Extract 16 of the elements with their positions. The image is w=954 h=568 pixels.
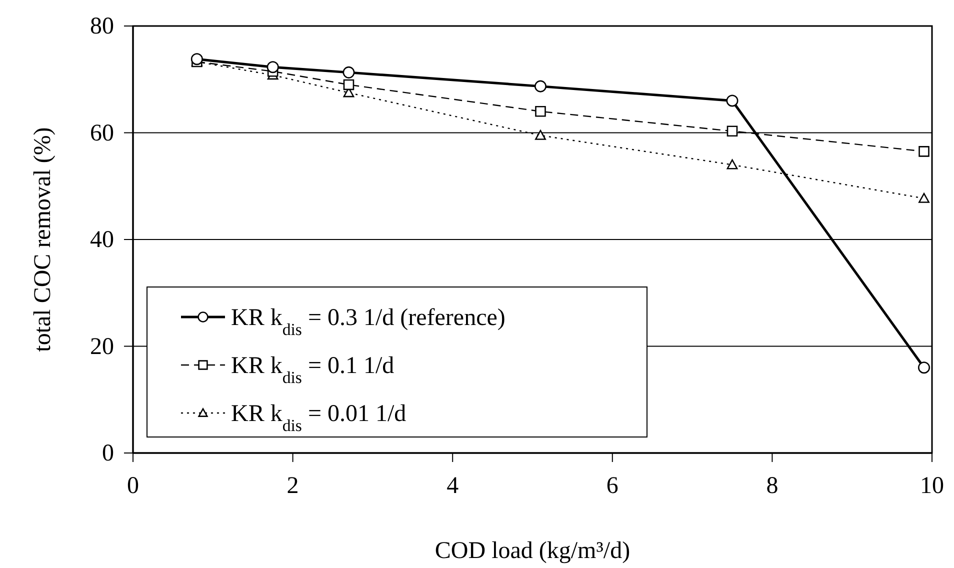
x-tick-label: 4 — [446, 473, 459, 500]
y-tick-label: 60 — [90, 120, 114, 146]
legend-label: KR k$_{dis}$ = 0.3 1/d (reference) — [231, 305, 506, 338]
x-tick-label: 8 — [766, 473, 778, 500]
x-axis-title: COD load (kg/m³/d) — [434, 538, 630, 564]
y-tick-label: 40 — [90, 227, 114, 254]
y-tick-label: 0 — [102, 440, 114, 467]
x-tick-label: 2 — [286, 473, 299, 500]
legend-label: KR k$_{dis}$ = 0.1 1/d — [231, 353, 394, 386]
y-tick-label: 20 — [90, 334, 114, 360]
x-tick-label: 0 — [127, 473, 139, 500]
x-tick-label: 10 — [920, 473, 944, 500]
x-tick-label: 6 — [606, 473, 618, 500]
legend-label: KR k$_{dis}$ = 0.01 1/d — [231, 401, 406, 434]
y-tick-label: 80 — [90, 14, 114, 40]
y-axis-title: total COC removal (%) — [30, 127, 56, 352]
